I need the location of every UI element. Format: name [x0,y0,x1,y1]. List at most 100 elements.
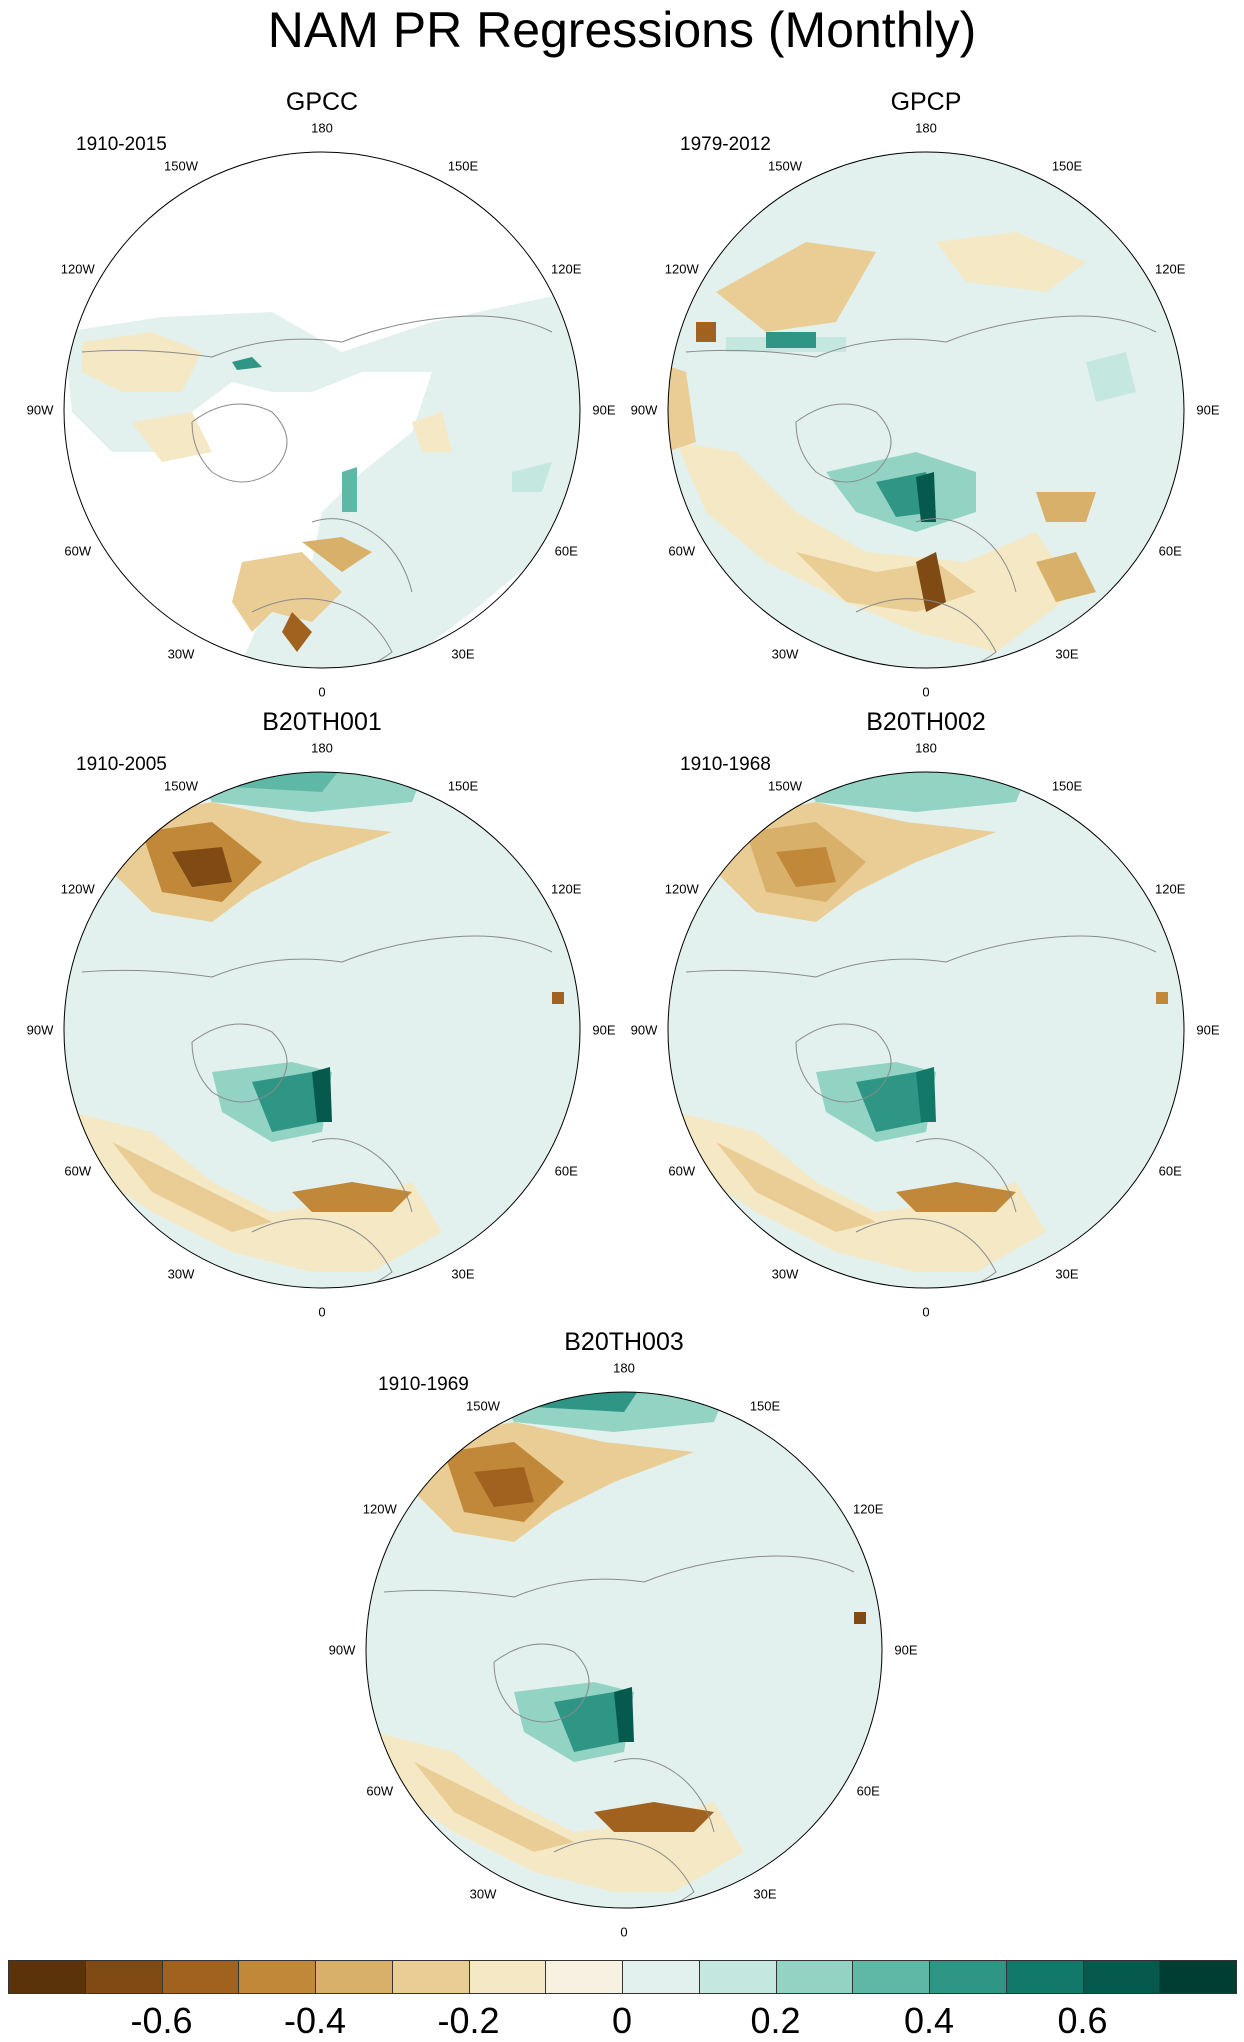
longitude-label: 180 [915,120,937,136]
longitude-label: 0 [620,1924,628,1940]
panel-title: GPCP [890,88,962,116]
colorbar-segment [545,1960,623,1994]
longitude-label: 150W [768,778,802,794]
panel-title: B20TH001 [262,708,382,736]
colorbar [8,1960,1237,1994]
longitude-label: 60W [64,543,92,559]
longitude-label: 150W [768,158,802,174]
polar-map [667,151,1185,669]
longitude-label: 60E [554,543,578,559]
longitude-label: 120E [853,1501,884,1517]
longitude-label: 120E [551,261,582,277]
colorbar-tick-label: 0.2 [750,2000,801,2041]
polar-map [365,1391,883,1909]
longitude-label: 120W [60,261,95,277]
longitude-label: 30E [451,1266,475,1282]
colorbar-tick-label: -0.6 [130,2000,193,2041]
longitude-label: 60W [668,543,696,559]
longitude-label: 30E [1055,646,1079,662]
longitude-label: 150W [164,158,198,174]
polar-map [63,771,581,1289]
longitude-label: 60E [1158,1163,1182,1179]
longitude-label: 30W [469,1886,497,1902]
panel-title: B20TH003 [564,1328,684,1356]
longitude-label: 90W [328,1642,356,1658]
longitude-label: 120W [664,881,699,897]
colorbar-segment [1005,1960,1084,1994]
longitude-label: 60W [64,1163,92,1179]
longitude-label: 90E [1196,1022,1220,1038]
panel-gpcp: GPCP 1979-2012 180 150E 12 [616,88,1236,712]
colorbar-segment [775,1960,854,1994]
colorbar-tick-label: -0.2 [437,2000,500,2041]
colorbar-segment [622,1960,700,1994]
longitude-label: 150E [1051,778,1083,794]
longitude-label: 120W [664,261,699,277]
colorbar-segment [929,1960,1007,1994]
colorbar-tick-label: -0.4 [283,2000,347,2041]
colorbar-segment [468,1960,547,1994]
longitude-label: 90W [26,1022,54,1038]
longitude-label: 30W [771,1266,799,1282]
longitude-label: 150E [1051,158,1083,174]
longitude-label: 90E [592,1022,616,1038]
longitude-label: 60E [554,1163,578,1179]
longitude-label: 90W [630,1022,658,1038]
panel-b20th003: B20TH003 1910-1969 180 150E 120E 90E 60E 30E 0… [314,1328,934,1952]
panel-b20th002: B20TH002 1910-1968 180 150E 120E 90E 60E 30E 0… [616,708,1236,1332]
longitude-label: 0 [922,684,930,700]
longitude-label: 120E [1155,261,1186,277]
longitude-label: 90W [630,402,658,418]
colorbar-segment [238,1960,316,1994]
longitude-label: 90E [592,402,616,418]
longitude-label: 30E [753,1886,777,1902]
longitude-label: 180 [311,120,333,136]
longitude-label: 90W [26,402,54,418]
panel-period: 1910-2005 [76,754,167,775]
colorbar-segment [84,1960,163,1994]
longitude-label: 150E [447,778,479,794]
longitude-label: 30W [167,1266,195,1282]
longitude-label: 0 [922,1304,930,1320]
longitude-label: 60E [1158,543,1182,559]
longitude-label: 30W [771,646,799,662]
colorbar-tick-label: 0 [611,2000,633,2041]
longitude-label: 90E [894,1642,918,1658]
longitude-label: 60W [366,1783,394,1799]
longitude-label: 30W [167,646,195,662]
longitude-label: 150E [447,158,479,174]
colorbar-segment [8,1960,86,1994]
colorbar-tick-label: 0.6 [1057,2000,1108,2041]
longitude-label: 150W [164,778,198,794]
polar-map [63,151,581,669]
longitude-label: 180 [311,740,333,756]
colorbar-segment [1159,1960,1237,1994]
panel-title: B20TH002 [866,708,986,736]
colorbar-segment [852,1960,930,1994]
longitude-label: 120E [1155,881,1186,897]
longitude-label: 90E [1196,402,1220,418]
colorbar-segment [698,1960,777,1994]
longitude-label: 30E [451,646,475,662]
longitude-label: 150W [466,1398,500,1414]
panel-b20th001: B20TH001 1910-2005 180 150E 120E 90E 60E 30E 0… [12,708,632,1332]
figure-title: NAM PR Regressions (Monthly) [267,2,977,58]
colorbar-segment [1082,1960,1161,1994]
longitude-label: 0 [318,1304,326,1320]
panel-period: 1979-2012 [680,134,771,155]
longitude-label: 180 [613,1360,635,1376]
panel-gpcc: GPCC 1910-2015 180 150E 120E 90E 60E 30E 0 30W 6… [12,88,632,712]
longitude-label: 120W [60,881,95,897]
panel-title: GPCC [285,88,359,116]
longitude-label: 60W [668,1163,696,1179]
colorbar-segment [315,1960,393,1994]
longitude-label: 120E [551,881,582,897]
longitude-label: 60E [856,1783,880,1799]
longitude-label: 180 [915,740,937,756]
colorbar-segment [161,1960,240,1994]
longitude-label: 120W [362,1501,397,1517]
panel-period: 1910-1969 [378,1374,469,1395]
longitude-label: 0 [318,684,326,700]
panel-period: 1910-1968 [680,754,771,775]
polar-map [667,771,1185,1289]
